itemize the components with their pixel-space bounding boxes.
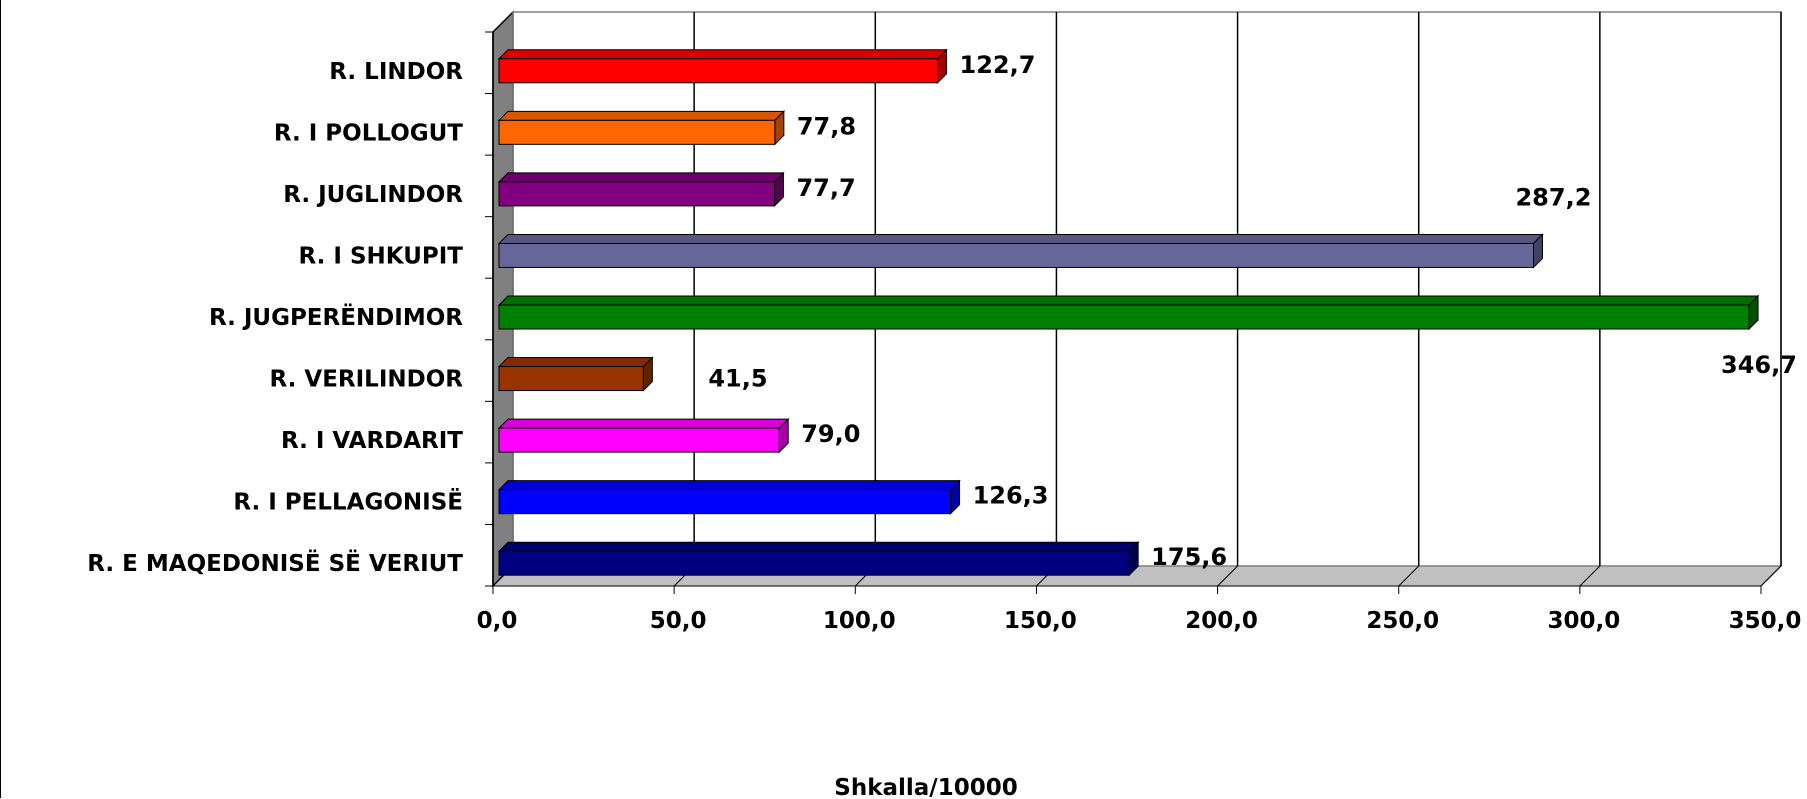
category-labels: R. LINDOR R. I POLLOGUT R. JUGLINDOR R. I S… bbox=[87, 59, 463, 577]
floor-gridline bbox=[1579, 565, 1601, 587]
gridlines bbox=[492, 12, 1782, 594]
floor-gridline bbox=[1217, 565, 1238, 587]
data-label: 287,2 bbox=[1515, 183, 1591, 211]
bar bbox=[497, 294, 1760, 331]
x-tick-label: 250,0 bbox=[1366, 608, 1439, 634]
bar-front bbox=[498, 181, 775, 207]
bars bbox=[497, 48, 1760, 577]
bar-top bbox=[497, 295, 1760, 306]
data-label: 41,5 bbox=[708, 365, 767, 393]
data-label: 175,6 bbox=[1151, 543, 1227, 571]
bar bbox=[497, 417, 790, 454]
x-tick-label: 150,0 bbox=[1004, 608, 1077, 634]
category-label: R. E MAQEDONISË SË VERIUT bbox=[87, 549, 463, 577]
bar bbox=[497, 110, 786, 146]
bar-front bbox=[498, 366, 644, 392]
category-label: R. VERILINDOR bbox=[270, 367, 464, 393]
x-tick-label: 350,0 bbox=[1729, 608, 1802, 634]
bar-top bbox=[497, 172, 785, 183]
bar-top bbox=[497, 233, 1544, 244]
category-label: R. JUGLINDOR bbox=[283, 182, 463, 208]
x-tick-label: 50,0 bbox=[650, 608, 707, 634]
x-tick-label: 200,0 bbox=[1185, 608, 1258, 634]
bar-top bbox=[497, 357, 654, 368]
data-label: 346,7 bbox=[1721, 351, 1797, 379]
bar bbox=[497, 356, 654, 392]
bar bbox=[497, 171, 785, 208]
bar-front bbox=[498, 489, 952, 515]
x-tick-label: 300,0 bbox=[1547, 608, 1620, 634]
bar-top bbox=[497, 110, 786, 121]
bar-top bbox=[497, 541, 1140, 552]
bar-front bbox=[498, 58, 939, 84]
category-label: R. I POLLOGUT bbox=[274, 120, 463, 146]
bar bbox=[497, 233, 1544, 269]
x-axis-title: Shkalla/10000 bbox=[834, 775, 1017, 799]
bar-front bbox=[498, 119, 776, 145]
data-label: 126,3 bbox=[973, 482, 1049, 510]
data-label: 77,8 bbox=[797, 112, 856, 140]
x-tick-label: 100,0 bbox=[823, 608, 896, 634]
floor-gridline bbox=[1760, 565, 1782, 587]
category-label: R. JUGPERËNDIMOR bbox=[209, 303, 463, 331]
x-tick-labels: 0,0 50,0 100,0 150,0 200,0 250,0 300,0 350,0 bbox=[477, 608, 1802, 634]
bar bbox=[497, 541, 1140, 577]
category-label: R. I PELLAGONISË bbox=[233, 488, 463, 516]
bar-front bbox=[498, 304, 1750, 330]
bar-top bbox=[497, 49, 948, 60]
bar-front bbox=[498, 242, 1534, 268]
data-labels: 122,7 77,8 77,7 287,2 346,7 41,5 79,0 126,3 175,… bbox=[708, 51, 1797, 571]
bar-top bbox=[497, 418, 790, 429]
data-label: 79,0 bbox=[801, 420, 860, 448]
category-label: R. LINDOR bbox=[329, 59, 463, 85]
bar-front bbox=[498, 427, 780, 453]
floor-gridline bbox=[1398, 565, 1420, 587]
bar bbox=[497, 479, 961, 515]
category-label: R. I VARDARIT bbox=[281, 428, 463, 454]
data-label: 77,7 bbox=[796, 174, 855, 202]
bar-front bbox=[498, 550, 1130, 576]
category-label: R. I SHKUPIT bbox=[299, 243, 464, 269]
x-tick-label: 0,0 bbox=[477, 608, 518, 634]
data-label: 122,7 bbox=[960, 51, 1036, 79]
bar-top bbox=[497, 480, 961, 491]
bar bbox=[497, 48, 948, 84]
